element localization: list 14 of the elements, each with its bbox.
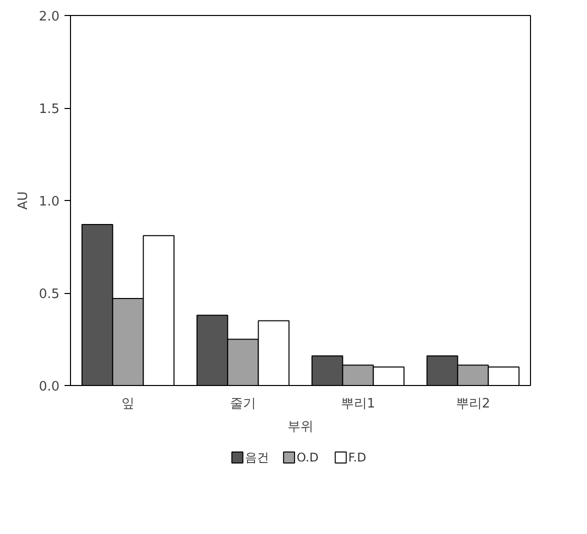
y-tick-label: 1.0	[38, 194, 60, 210]
legend-label: F.D	[348, 450, 366, 464]
y-tick-label: 0.0	[38, 380, 60, 394]
legend-label: 음건	[244, 450, 269, 464]
x-tick-label: 줄기	[230, 396, 256, 412]
x-tick-label: 뿌리1	[340, 396, 376, 412]
x-axis-title: 부위	[288, 420, 314, 434]
y-tick-label: 0.5	[38, 287, 60, 302]
y-axis-title: AU	[16, 191, 31, 210]
y-tick-label: 2.0	[38, 10, 60, 24]
y-tick-label: 1.5	[38, 102, 60, 117]
x-tick-label: 잎	[122, 396, 134, 412]
x-tick-label: 뿌리2	[456, 396, 490, 412]
legend-label: O.D	[296, 450, 319, 464]
